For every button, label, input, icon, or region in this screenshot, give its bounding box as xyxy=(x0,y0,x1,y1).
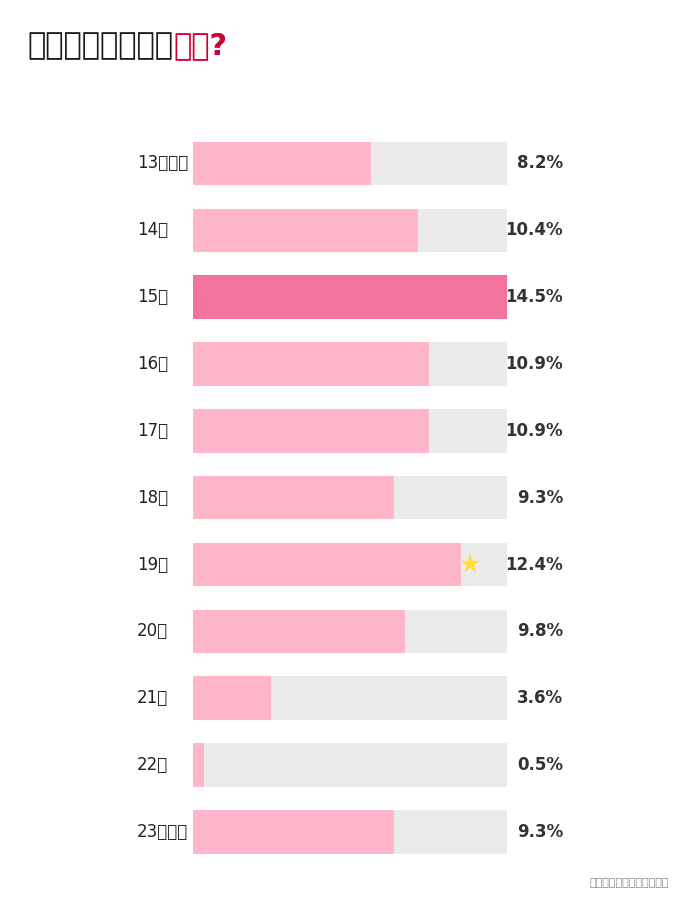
Text: 14.5%: 14.5% xyxy=(506,289,563,307)
Bar xyxy=(193,543,507,586)
Text: マッチングアプリ大学調べ: マッチングアプリ大学調べ xyxy=(590,878,669,888)
Text: 17歳: 17歳 xyxy=(137,422,168,440)
Text: 0.5%: 0.5% xyxy=(518,756,563,774)
Text: 16歳: 16歳 xyxy=(137,355,168,373)
Text: 20歳: 20歳 xyxy=(137,622,168,640)
Bar xyxy=(193,610,507,653)
Text: 9.8%: 9.8% xyxy=(518,622,563,640)
Bar xyxy=(193,142,371,185)
Bar xyxy=(193,209,418,252)
Text: 8.2%: 8.2% xyxy=(518,155,563,173)
Bar xyxy=(193,810,395,854)
Bar xyxy=(193,409,507,452)
Bar xyxy=(193,676,507,720)
Text: いつ?: いつ? xyxy=(174,31,228,60)
Bar xyxy=(193,743,204,787)
Text: 9.3%: 9.3% xyxy=(517,823,563,841)
Text: ★: ★ xyxy=(458,553,480,576)
Text: 12.4%: 12.4% xyxy=(506,556,563,574)
Text: 14歳: 14歳 xyxy=(137,221,168,239)
Bar xyxy=(193,743,507,787)
Text: 9.3%: 9.3% xyxy=(517,489,563,507)
Bar xyxy=(193,343,429,386)
Text: 21歳: 21歳 xyxy=(137,690,168,708)
Bar xyxy=(193,275,507,319)
Bar xyxy=(193,543,462,586)
Bar xyxy=(193,343,507,386)
Bar xyxy=(193,275,507,319)
Text: 3.6%: 3.6% xyxy=(518,690,563,708)
Bar xyxy=(193,142,507,185)
Text: 10.4%: 10.4% xyxy=(506,221,563,239)
Bar xyxy=(193,409,429,452)
Text: 23歳以上: 23歳以上 xyxy=(137,823,188,841)
Bar xyxy=(193,476,507,520)
Text: ファーストキスは: ファーストキスは xyxy=(28,31,174,60)
Bar xyxy=(193,476,395,520)
Text: 10.9%: 10.9% xyxy=(506,355,563,373)
Text: 19歳: 19歳 xyxy=(137,556,168,574)
Bar xyxy=(193,676,271,720)
Bar xyxy=(193,810,507,854)
Text: 22歳: 22歳 xyxy=(137,756,168,774)
Text: 10.9%: 10.9% xyxy=(506,422,563,440)
Bar xyxy=(193,209,507,252)
Text: 18歳: 18歳 xyxy=(137,489,168,507)
Text: 13歳以下: 13歳以下 xyxy=(137,155,188,173)
Bar xyxy=(193,610,405,653)
Text: 15歳: 15歳 xyxy=(137,289,168,307)
